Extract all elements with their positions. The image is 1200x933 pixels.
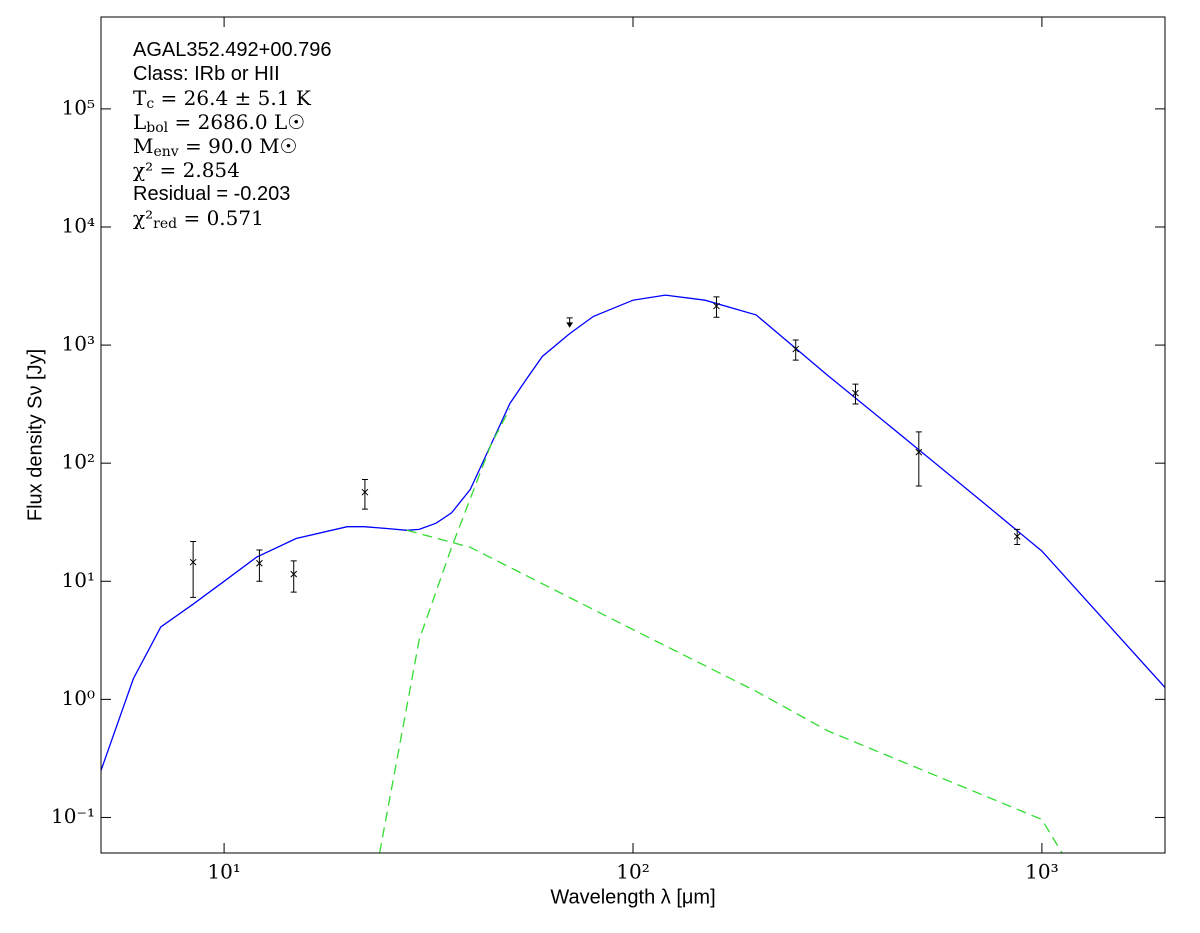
annotation: Lbol = 2686.0 L☉ (133, 110, 305, 137)
error-bar (361, 478, 368, 510)
component-line (378, 408, 511, 853)
model-line (101, 294, 1165, 771)
annotation-sub: bol (146, 120, 168, 136)
annotation-text: T (133, 86, 147, 110)
y-axis-label: Flux density Sν [Jy] (24, 349, 46, 521)
annotation: Tc = 26.4 ± 5.1 K (133, 86, 312, 113)
annotation-text: χ² (133, 206, 153, 230)
annotation: χ²red = 0.571 (133, 206, 264, 233)
annotation: AGAL352.492+00.796 (133, 39, 332, 61)
annotation: Residual = -0.203 (133, 183, 290, 205)
data-point (1013, 533, 1021, 540)
x-tick-label: 10² (616, 860, 649, 884)
error-bar (852, 383, 859, 405)
plot-frame (100, 16, 1166, 854)
y-tick-label: 10⁻¹ (51, 804, 95, 828)
annotation-rest: = 90.0 M☉ (179, 134, 298, 158)
annotation-sub: env (153, 144, 178, 160)
annotation-text: Residual = -0.203 (133, 183, 290, 205)
y-tick-label: 10⁰ (62, 686, 95, 710)
error-bar (190, 541, 197, 598)
annotation-text: L (133, 110, 146, 134)
annotation: χ² = 2.854 (133, 158, 240, 182)
x-axis-label: Wavelength λ [μm] (550, 886, 715, 908)
annotation-sub: red (153, 216, 177, 232)
annotation: Class: IRb or HII (133, 63, 280, 85)
y-tick-label: 10¹ (62, 568, 95, 592)
error-bar (713, 296, 720, 318)
annotation-sub: c (146, 96, 154, 112)
data-point (290, 570, 298, 578)
x-tick-label: 10³ (1025, 860, 1058, 884)
data-point (256, 559, 263, 567)
annotation-text: χ² = 2.854 (133, 158, 240, 182)
error-bar (792, 339, 799, 361)
data-point (915, 448, 923, 456)
annotation: Menv = 90.0 M☉ (133, 134, 297, 161)
x-tick-label: 10¹ (207, 860, 240, 884)
annotation-text: Class: IRb or HII (133, 63, 280, 85)
error-bar (915, 431, 922, 487)
y-tick-label: 10⁵ (62, 95, 95, 119)
upper-limit (566, 317, 574, 328)
error-bar (256, 549, 263, 582)
data-point (852, 389, 859, 397)
error-bar (290, 560, 297, 593)
y-tick-label: 10³ (62, 332, 95, 356)
data-point (361, 488, 369, 496)
y-tick-label: 10² (62, 450, 95, 474)
data-point (713, 302, 720, 310)
data-point (792, 345, 800, 353)
plot-area (101, 294, 1165, 853)
annotation-text: AGAL352.492+00.796 (133, 39, 332, 61)
data-point (189, 558, 197, 566)
annotation-rest: = 26.4 ± 5.1 K (154, 86, 312, 110)
component-line (406, 529, 1063, 853)
annotation-rest: = 2686.0 L☉ (168, 110, 305, 134)
annotation-rest: = 0.571 (177, 206, 264, 230)
annotation-text: M (133, 134, 153, 158)
y-tick-label: 10⁴ (62, 213, 95, 237)
